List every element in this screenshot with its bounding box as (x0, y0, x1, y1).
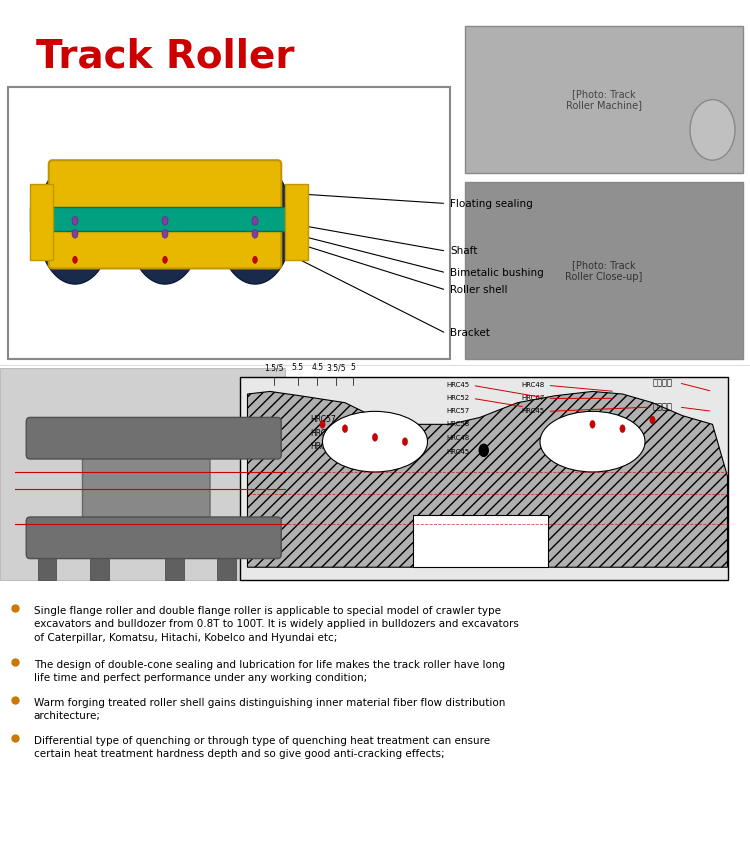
Ellipse shape (217, 163, 292, 284)
Ellipse shape (73, 256, 77, 263)
Ellipse shape (479, 444, 488, 456)
Text: 5.5: 5.5 (292, 364, 304, 372)
Text: 淡火曲线: 淡火曲线 (652, 378, 673, 387)
Text: HRC45: HRC45 (446, 449, 470, 455)
Ellipse shape (690, 100, 735, 160)
Text: 5: 5 (350, 364, 355, 372)
Bar (30, 184, 52, 260)
Bar (285, 184, 308, 260)
Ellipse shape (72, 229, 78, 238)
Bar (8, 87, 450, 359)
Ellipse shape (253, 256, 257, 263)
Bar (217, 541, 236, 580)
Text: HRC52: HRC52 (446, 396, 470, 401)
Text: Shaft: Shaft (450, 246, 477, 256)
Text: Warm forging treated roller shell gains distinguishing inner material fiber flow: Warm forging treated roller shell gains … (34, 698, 506, 721)
Text: Bracket: Bracket (450, 328, 490, 339)
Bar (30, 207, 300, 231)
Text: Differential type of quenching or through type of quenching heat treatment can e: Differential type of quenching or throug… (34, 736, 490, 759)
Bar (413, 515, 548, 567)
Text: [Photo: Track
Roller Close-up]: [Photo: Track Roller Close-up] (565, 261, 643, 281)
Text: HRC67: HRC67 (521, 396, 544, 401)
Text: HRC58: HRC58 (446, 422, 470, 427)
Text: Track Roller: Track Roller (36, 37, 294, 75)
Ellipse shape (146, 193, 184, 254)
Ellipse shape (322, 411, 428, 472)
Text: Roller shell: Roller shell (450, 285, 508, 295)
Text: HRC48: HRC48 (310, 429, 336, 437)
Ellipse shape (540, 411, 645, 472)
Ellipse shape (372, 433, 377, 441)
Text: 1.5/5: 1.5/5 (264, 364, 284, 372)
Ellipse shape (252, 216, 258, 225)
FancyBboxPatch shape (49, 160, 281, 216)
FancyBboxPatch shape (26, 517, 281, 559)
Text: Single flange roller and double flange roller is applicable to special model of : Single flange roller and double flange r… (34, 606, 519, 643)
Text: HRC57: HRC57 (310, 415, 336, 423)
Ellipse shape (342, 425, 347, 433)
Ellipse shape (236, 193, 274, 254)
Bar (90, 541, 109, 580)
Text: 4.5: 4.5 (311, 364, 323, 372)
Text: 加热曲线: 加热曲线 (652, 403, 673, 411)
Bar (38, 541, 56, 580)
Ellipse shape (620, 425, 626, 433)
FancyBboxPatch shape (82, 420, 210, 541)
Ellipse shape (402, 438, 408, 445)
Ellipse shape (72, 216, 78, 225)
Text: [Photo: Track
Roller Machine]: [Photo: Track Roller Machine] (566, 89, 642, 110)
Text: The design of double-cone sealing and lubrication for life makes the track rolle: The design of double-cone sealing and lu… (34, 660, 505, 683)
Text: HRC45: HRC45 (446, 383, 470, 388)
FancyBboxPatch shape (49, 212, 281, 268)
Bar (0, 368, 285, 580)
Bar (165, 541, 184, 580)
Ellipse shape (320, 421, 326, 429)
Bar (240, 377, 728, 580)
Text: Bimetalic bushing: Bimetalic bushing (450, 268, 544, 278)
Ellipse shape (128, 163, 202, 284)
Ellipse shape (252, 229, 258, 238)
Text: HRC57: HRC57 (446, 409, 470, 414)
Text: Floating sealing: Floating sealing (450, 198, 532, 209)
Text: HRC48: HRC48 (446, 436, 470, 441)
Ellipse shape (162, 216, 168, 225)
Ellipse shape (163, 256, 167, 263)
Ellipse shape (650, 417, 656, 423)
Ellipse shape (590, 421, 596, 429)
Text: HRC45: HRC45 (310, 443, 336, 451)
Text: 3.5/5: 3.5/5 (326, 364, 346, 372)
Bar (465, 26, 742, 173)
Polygon shape (248, 391, 728, 567)
Text: HRC48: HRC48 (521, 383, 544, 388)
FancyBboxPatch shape (26, 417, 281, 459)
Ellipse shape (56, 193, 94, 254)
Ellipse shape (38, 163, 112, 284)
Ellipse shape (162, 229, 168, 238)
Text: HRC45: HRC45 (521, 409, 544, 414)
Bar (465, 182, 742, 359)
